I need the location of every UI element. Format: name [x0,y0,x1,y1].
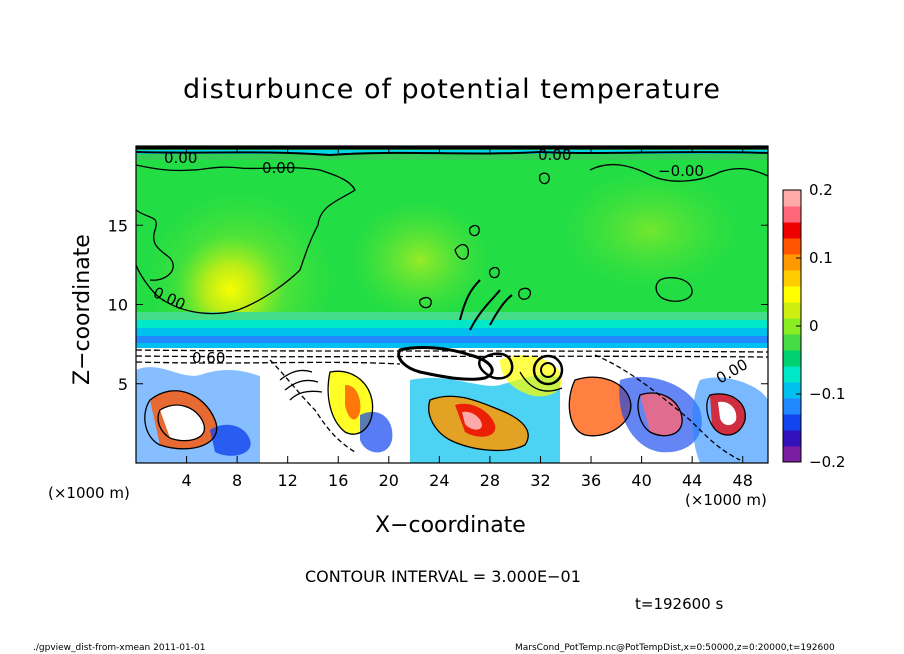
colorbar-segment [783,382,801,399]
x-tick-label: 12 [278,471,298,490]
footer-left: ./gpview_dist-from-xmean 2011-01-01 [33,643,206,653]
contour-label: 0.00 [164,149,197,167]
colorbar-segment [783,318,801,335]
x-axis-label: X−coordinate [375,513,526,538]
x-tick-label: 48 [733,471,753,490]
footer-right: MarsCond_PotTemp.nc@PotTempDist,x=0:5000… [515,643,835,653]
colorbar-segment [783,190,801,207]
colorbar-tick-label: −0.2 [809,453,845,471]
colorbar-tick-label: 0 [809,317,819,335]
contour-lines [136,146,768,461]
colorbar-segment [783,270,801,287]
y-axis-ticks: 5 10 15 [108,216,768,394]
colorbar-segment [783,350,801,367]
contour-interval-label: CONTOUR INTERVAL = 3.000E−01 [305,567,581,586]
colorbar-segment [783,238,801,255]
contour-label: 0.60 [192,349,225,367]
colorbar-tick-label: −0.1 [809,385,845,403]
colorbar-tick-label: 0.1 [809,249,833,267]
contour-label: 0.00 [262,159,295,177]
colorbar-segment [783,286,801,303]
colorbar-segment [783,334,801,351]
colorbar-tick-label: 0.2 [809,181,833,199]
x-tick-label: 8 [232,471,242,490]
x-unit-label-left: (×1000 m) [48,484,130,502]
time-label: t=192600 s [635,595,724,613]
colorbar-segment [783,366,801,383]
heatmap-field [136,146,768,463]
x-tick-label: 40 [631,471,651,490]
x-tick-label: 32 [530,471,550,490]
x-tick-label: 44 [682,471,702,490]
colorbar-segment [783,446,801,463]
colorbar-segment [783,302,801,319]
x-unit-label-right: (×1000 m) [685,491,767,509]
colorbar-segment [783,398,801,415]
x-tick-label: 36 [581,471,601,490]
chart-title: disturbunce of potential temperature [183,74,721,105]
x-tick-label: 20 [379,471,399,490]
x-tick-label: 4 [181,471,191,490]
x-axis-ticks: 4 8 12 16 20 24 28 32 36 40 44 48 [181,146,753,490]
y-tick-label: 10 [108,296,128,315]
colorbar-ticks: 0.2 0.1 0 −0.1 −0.2 [796,181,845,471]
colorbar-segment [783,206,801,223]
x-tick-label: 24 [429,471,449,490]
x-tick-label: 28 [480,471,500,490]
contour-label: 0.00 [538,146,571,164]
y-tick-label: 15 [108,216,128,235]
y-axis-label: Z−coordinate [70,234,95,385]
x-tick-label: 16 [328,471,348,490]
colorbar [783,190,801,463]
colorbar-segment [783,254,801,271]
contour-label: −0.00 [658,162,704,180]
colorbar-segment [783,222,801,239]
colorbar-segment [783,414,801,431]
y-tick-label: 5 [118,375,128,394]
colorbar-segment [783,430,801,447]
